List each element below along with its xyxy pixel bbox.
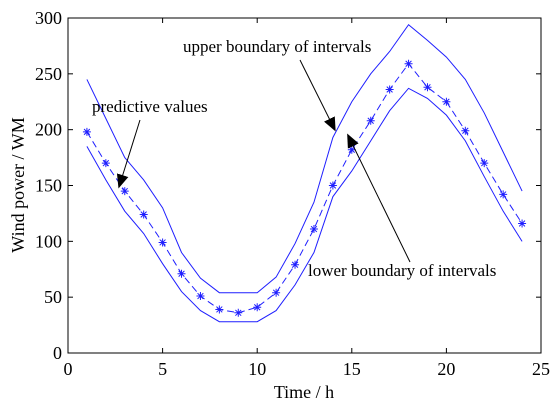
data-point [480, 159, 488, 167]
x-tick-label: 0 [64, 359, 73, 379]
x-tick-label: 20 [437, 359, 455, 379]
y-tick-label: 300 [35, 8, 62, 28]
data-point [140, 211, 148, 219]
data-point [367, 117, 375, 125]
annotation-label: lower boundary of intervals [308, 261, 496, 280]
annotation-arrow [300, 60, 335, 130]
data-point [442, 98, 450, 106]
x-tick-label: 10 [248, 359, 266, 379]
y-axis-label: Wind power / WM [8, 117, 28, 252]
data-point [234, 309, 242, 317]
x-axis-label: Time / h [274, 382, 334, 402]
data-point [405, 60, 413, 68]
data-point [291, 261, 299, 269]
data-point [253, 303, 261, 311]
series-line-2 [87, 88, 522, 321]
data-point [83, 128, 91, 136]
y-tick-label: 0 [53, 343, 62, 363]
y-tick-label: 250 [35, 64, 62, 84]
x-tick-label: 25 [532, 359, 550, 379]
data-point [159, 238, 167, 246]
y-tick-label: 200 [35, 120, 62, 140]
annotation-label: upper boundary of intervals [183, 37, 371, 56]
y-tick-label: 50 [44, 287, 62, 307]
data-point [215, 305, 223, 313]
data-point [518, 219, 526, 227]
data-point [499, 190, 507, 198]
x-tick-label: 15 [343, 359, 361, 379]
annotation-layer: upper boundary of intervals predictive va… [92, 37, 496, 280]
y-tick-label: 100 [35, 231, 62, 251]
y-tick-label: 150 [35, 176, 62, 196]
data-point [102, 159, 110, 167]
data-point [329, 182, 337, 190]
data-point [386, 85, 394, 93]
data-point [121, 187, 129, 195]
data-point [423, 83, 431, 91]
x-tick-label: 5 [158, 359, 167, 379]
data-point [196, 292, 204, 300]
annotation-arrow [348, 135, 410, 262]
data-point [178, 270, 186, 278]
data-point [310, 225, 318, 233]
data-point [461, 127, 469, 135]
series-line-0 [87, 25, 522, 293]
data-point [272, 289, 280, 297]
annotation-label: predictive values [92, 97, 208, 116]
